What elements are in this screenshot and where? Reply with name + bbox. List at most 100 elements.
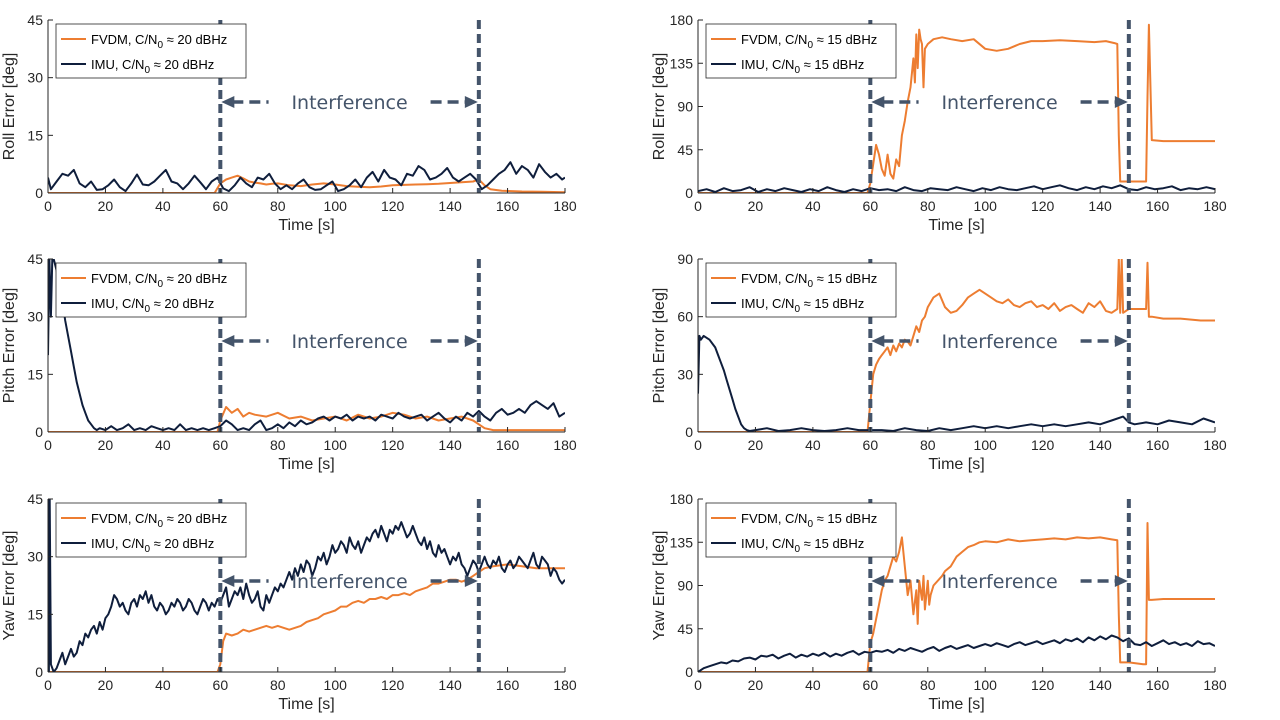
y-tick-label: 30 <box>27 309 43 325</box>
legend-subscript: 0 <box>144 65 150 76</box>
x-tick-label: 40 <box>155 677 171 693</box>
x-tick-label: 140 <box>1088 677 1112 693</box>
y-tick-label: 90 <box>677 99 693 115</box>
chart-roll-20: Interference 0 20 40 60 80 100 120 140 160 180 0 15 3… <box>1 12 577 234</box>
y-tick-label: 45 <box>27 12 43 28</box>
x-tick-label: 0 <box>44 437 52 453</box>
legend-box <box>705 23 897 79</box>
legend-name: IMU, C/N <box>741 57 794 72</box>
chart-roll-15: Interference 0 20 40 60 80 100 120 140 160 180 0 45 9… <box>651 12 1227 234</box>
y-tick-label: 0 <box>685 185 693 201</box>
legend-entry-fvdm: FVDM, C/N0 ≈ 15 dBHz <box>741 271 877 290</box>
arrowhead-left-icon <box>871 96 885 108</box>
y-tick-label: 135 <box>670 534 694 550</box>
x-axis-label: Time [s] <box>928 217 984 234</box>
x-tick-label: 0 <box>44 198 52 214</box>
y-tick-label: 30 <box>677 366 693 382</box>
legend-subscript: 0 <box>807 40 813 51</box>
series-line-imu <box>48 259 565 432</box>
legend-entry-fvdm: FVDM, C/N0 ≈ 15 dBHz <box>741 511 877 530</box>
x-tick-label: 60 <box>863 437 879 453</box>
series-line-imu <box>698 334 1215 432</box>
legend-entry-fvdm: FVDM, C/N0 ≈ 20 dBHz <box>91 271 227 290</box>
legend-suffix: ≈ 15 dBHz <box>800 57 864 72</box>
legend-suffix: ≈ 20 dBHz <box>163 511 227 526</box>
y-axis-label: Yaw Error [deg] <box>651 531 668 641</box>
y-tick-label: 45 <box>27 491 43 507</box>
arrowhead-right-icon <box>1114 335 1128 347</box>
x-tick-label: 100 <box>974 677 998 693</box>
y-tick-label: 45 <box>677 142 693 158</box>
x-tick-label: 160 <box>1146 437 1170 453</box>
x-tick-label: 180 <box>553 677 577 693</box>
legend-subscript: 0 <box>794 65 800 76</box>
x-tick-label: 60 <box>213 437 229 453</box>
legend-entry-fvdm: FVDM, C/N0 ≈ 15 dBHz <box>741 32 877 51</box>
series-line-fvdm <box>698 259 1215 432</box>
arrowhead-left-icon <box>221 96 235 108</box>
y-axis-label: Pitch Error [deg] <box>651 288 668 404</box>
legend-name: FVDM, C/N <box>91 32 157 47</box>
y-axis-label: Pitch Error [deg] <box>1 288 18 404</box>
y-tick-label: 135 <box>670 55 694 71</box>
legend-name: IMU, C/N <box>741 536 794 551</box>
x-tick-label: 120 <box>381 677 405 693</box>
y-axis-label: Roll Error [deg] <box>1 53 18 161</box>
y-tick-label: 45 <box>27 251 43 267</box>
x-tick-label: 40 <box>155 437 171 453</box>
x-tick-label: 160 <box>496 437 520 453</box>
x-tick-label: 120 <box>381 437 405 453</box>
legend-suffix: ≈ 15 dBHz <box>813 271 877 286</box>
y-tick-label: 15 <box>27 606 43 622</box>
legend-suffix: ≈ 15 dBHz <box>800 296 864 311</box>
x-tick-label: 60 <box>213 198 229 214</box>
series-line-imu <box>698 634 1215 672</box>
x-tick-label: 100 <box>324 677 348 693</box>
x-tick-label: 140 <box>438 677 462 693</box>
legend-box <box>55 502 247 558</box>
legend-suffix: ≈ 20 dBHz <box>150 57 214 72</box>
y-tick-label: 180 <box>670 491 694 507</box>
x-tick-label: 100 <box>974 437 998 453</box>
x-tick-label: 20 <box>98 198 114 214</box>
legend-name: FVDM, C/N <box>91 271 157 286</box>
arrowhead-left-icon <box>871 335 885 347</box>
interference-label: Interference <box>941 571 1057 593</box>
x-tick-label: 160 <box>496 198 520 214</box>
x-tick-label: 180 <box>1203 677 1227 693</box>
legend-subscript: 0 <box>157 279 163 290</box>
y-tick-label: 45 <box>677 621 693 637</box>
legend-suffix: ≈ 15 dBHz <box>813 511 877 526</box>
x-axis-label: Time [s] <box>928 696 984 713</box>
legend-suffix: ≈ 15 dBHz <box>813 32 877 47</box>
chart-pitch-20: Interference 0 20 40 60 80 100 120 140 160 180 0 15 3… <box>1 251 577 473</box>
legend-entry-fvdm: FVDM, C/N0 ≈ 20 dBHz <box>91 511 227 530</box>
legend-suffix: ≈ 20 dBHz <box>163 32 227 47</box>
legend-name: IMU, C/N <box>91 57 144 72</box>
arrowhead-right-icon <box>1114 96 1128 108</box>
series-line-imu <box>48 161 565 193</box>
legend-suffix: ≈ 20 dBHz <box>163 271 227 286</box>
y-tick-label: 30 <box>27 70 43 86</box>
x-tick-label: 0 <box>694 677 702 693</box>
x-tick-label: 40 <box>805 437 821 453</box>
x-tick-label: 120 <box>381 198 405 214</box>
chart-pitch-15: Interference 0 20 40 60 80 100 120 140 160 180 0 30 6… <box>651 251 1227 473</box>
x-tick-label: 0 <box>694 198 702 214</box>
x-axis-label: Time [s] <box>278 456 334 473</box>
y-tick-label: 15 <box>27 127 43 143</box>
x-tick-label: 140 <box>438 437 462 453</box>
y-tick-label: 0 <box>35 185 43 201</box>
series-line-imu <box>698 184 1215 193</box>
x-tick-label: 120 <box>1031 198 1055 214</box>
x-tick-label: 20 <box>748 198 764 214</box>
x-tick-label: 140 <box>1088 437 1112 453</box>
legend-subscript: 0 <box>794 304 800 315</box>
x-tick-label: 40 <box>155 198 171 214</box>
x-tick-label: 160 <box>1146 198 1170 214</box>
legend-entry-imu: IMU, C/N0 ≈ 15 dBHz <box>741 536 864 555</box>
y-tick-label: 180 <box>670 12 694 28</box>
legend-box <box>705 502 897 558</box>
legend-subscript: 0 <box>807 519 813 530</box>
